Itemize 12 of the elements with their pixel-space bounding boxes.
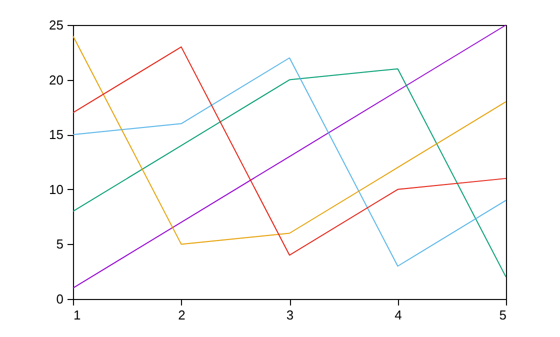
x-tick-label: 2 [178, 308, 186, 322]
x-tick-label: 3 [286, 308, 294, 322]
y-tick-label: 0 [56, 292, 64, 306]
x-tick-label: 5 [499, 308, 506, 322]
y-tick-label: 10 [49, 182, 64, 197]
y-tick-label: 15 [49, 127, 64, 142]
y-tick-label: 25 [49, 18, 64, 32]
x-tick-label: 1 [74, 308, 81, 322]
x-tick-label: 4 [394, 308, 402, 322]
y-tick-label: 5 [56, 236, 64, 252]
y-tick-label: 20 [49, 72, 64, 88]
line-series [72, 24, 506, 289]
